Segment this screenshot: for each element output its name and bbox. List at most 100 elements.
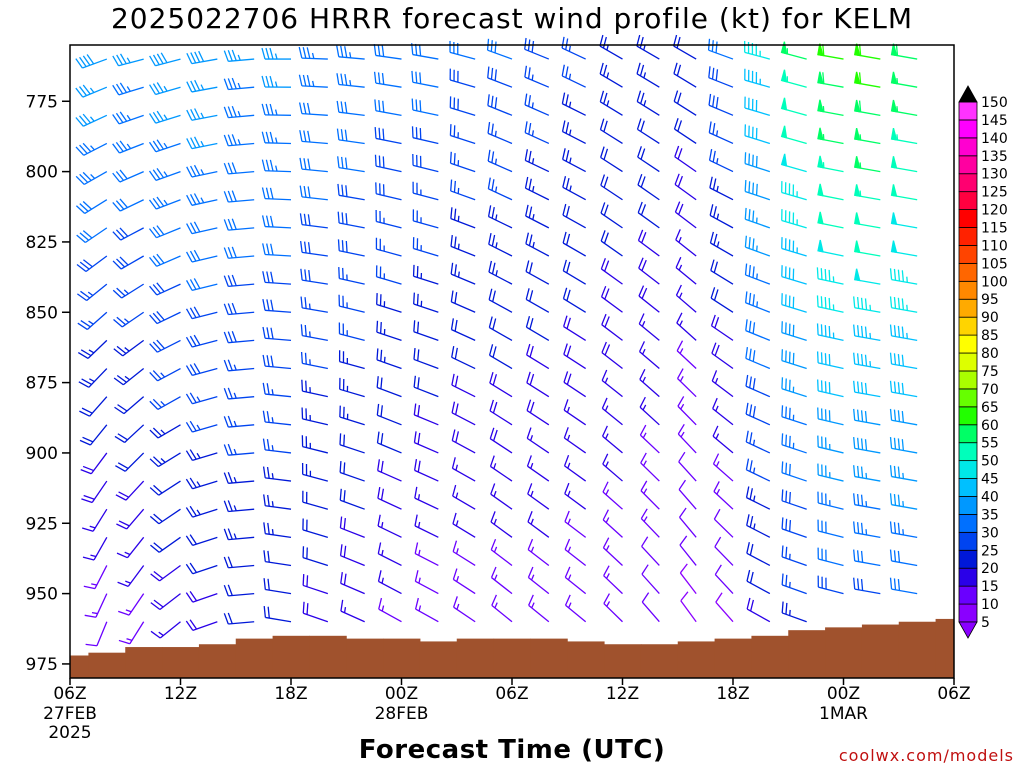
barb-half-feather (902, 529, 905, 535)
barb-staff (376, 303, 402, 313)
wind-barb (781, 573, 807, 595)
wind-barb (374, 154, 402, 173)
barb-half-feather (457, 243, 460, 250)
wind-barb (491, 594, 513, 623)
wind-barb (601, 341, 623, 370)
wind-barb (601, 313, 623, 341)
wind-barb (337, 239, 365, 257)
barb-full-feather (563, 371, 569, 383)
barb-full-feather (79, 115, 88, 125)
wind-barb (185, 590, 218, 603)
barb-full-feather (152, 341, 162, 351)
wind-barb (116, 508, 145, 530)
wind-barb (708, 66, 734, 88)
wind-barb (713, 481, 734, 510)
barb-full-feather (223, 106, 229, 118)
barb-full-feather (119, 169, 128, 180)
barb-full-feather (860, 382, 864, 394)
wind-barb (302, 546, 329, 567)
barb-staff (119, 142, 144, 154)
barb-staff (413, 247, 439, 257)
barb-half-feather (271, 473, 274, 479)
barb-half-feather (642, 432, 647, 439)
barb-staff (679, 544, 697, 566)
wind-barb (562, 287, 587, 313)
wind-barb (148, 196, 181, 210)
barb-staff (602, 547, 623, 566)
wind-barb (300, 296, 328, 313)
barb-full-feather (374, 99, 377, 111)
barb-full-feather (492, 401, 498, 414)
barb-full-feather (565, 177, 570, 190)
barb-full-feather (565, 205, 570, 218)
wind-barb (149, 452, 181, 468)
barb-staff (339, 305, 365, 313)
barb-full-feather (451, 401, 456, 413)
barb-half-feather (531, 130, 535, 137)
barb-full-feather (119, 111, 128, 122)
barb-staff (679, 572, 697, 594)
barb-full-feather (223, 359, 229, 372)
barb-full-feather (114, 406, 125, 415)
wind-barb (781, 321, 807, 342)
barb-full-feather (149, 285, 158, 296)
barb-staff (451, 301, 476, 313)
wind-barb (414, 597, 439, 623)
barb-full-feather (339, 544, 343, 556)
barb-half-feather (271, 501, 274, 507)
barb-half-feather (126, 57, 131, 64)
barb-full-feather (487, 66, 490, 78)
barb-half-feather (756, 273, 758, 280)
barb-full-feather (565, 38, 569, 50)
wind-barb (75, 113, 108, 127)
barb-full-feather (714, 317, 720, 329)
wind-barb (713, 508, 734, 538)
wind-barb (339, 433, 365, 454)
barb-staff (854, 447, 881, 454)
wind-barb (452, 512, 476, 538)
colorbar-label: 55 (981, 436, 999, 452)
barb-staff (191, 227, 218, 235)
colorbar-swatch (958, 101, 978, 121)
barb-full-feather (337, 239, 340, 251)
barb-full-feather (489, 455, 495, 467)
barb-full-feather (156, 225, 165, 236)
barb-staff (601, 407, 623, 426)
wind-barb (262, 466, 292, 482)
barb-full-feather (185, 421, 193, 433)
wind-barb (562, 231, 586, 257)
barb-full-feather (227, 50, 233, 62)
barb-staff (601, 352, 623, 370)
barb-staff (452, 551, 476, 567)
wind-barb (853, 127, 881, 145)
barb-half-feather (530, 546, 535, 553)
barb-staff (527, 493, 550, 510)
wind-barb (890, 43, 918, 60)
barb-full-feather (153, 599, 164, 608)
wind-barb (600, 258, 623, 285)
barb-full-feather (81, 378, 92, 385)
colorbar-label: 130 (981, 167, 1008, 183)
barb-full-feather (893, 437, 897, 450)
wind-barb (149, 424, 181, 439)
wind-barb (817, 155, 844, 173)
barb-staff (450, 218, 476, 229)
wind-barb (338, 294, 365, 313)
wind-barb (487, 94, 513, 116)
colorbar-label: 100 (981, 274, 1008, 290)
barb-staff (338, 194, 365, 201)
barb-staff (228, 283, 255, 288)
barb-staff (527, 465, 550, 482)
barb-full-feather (563, 454, 570, 467)
x-tick-label: 12Z (606, 684, 639, 704)
barb-full-feather (262, 243, 266, 255)
barb-full-feather (306, 102, 311, 115)
barb-full-feather (116, 287, 126, 297)
barb-half-feather (715, 405, 719, 412)
wind-barb (890, 240, 918, 257)
barb-full-feather (745, 458, 750, 470)
x-tick-label: 00Z (827, 684, 860, 704)
barb-full-feather (266, 299, 270, 311)
barb-full-feather (265, 187, 270, 199)
wind-barb (149, 253, 181, 267)
